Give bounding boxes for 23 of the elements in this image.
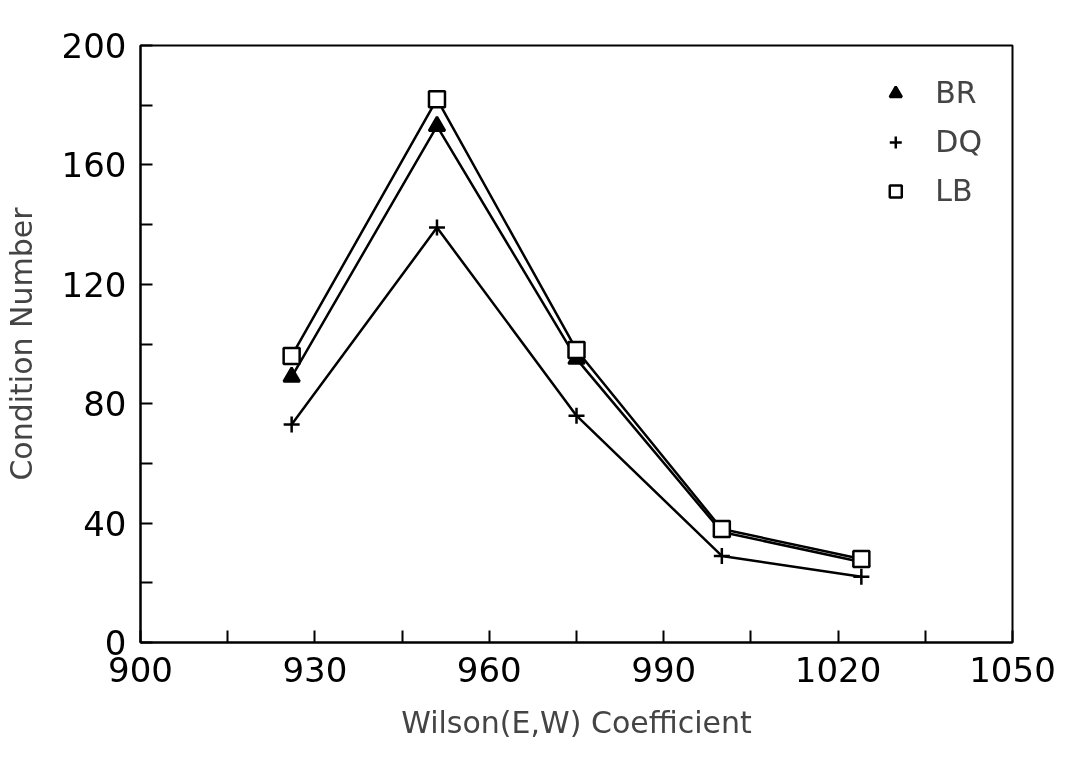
point [567,340,586,360]
point [282,415,301,434]
point [567,406,586,425]
y-tick-label: 120 [61,264,127,305]
y-tick-label: 80 [83,384,127,425]
y-tick-label: 160 [61,145,127,186]
point [427,89,447,109]
point [427,218,447,237]
legend-label: LB [935,173,973,208]
point [282,346,301,366]
x-tick-label: 1050 [969,649,1056,690]
point [852,567,871,587]
y-axis-title: Condition Number [3,206,39,481]
y-tick-label: 200 [61,26,127,66]
x-tick-label: 1020 [794,649,882,690]
y-tick-label: 40 [83,503,127,544]
x-tick-label: 930 [282,649,348,690]
legend-label: DQ [935,124,982,159]
point [712,546,732,566]
x-tick-label: 990 [631,649,697,690]
legend-label: BR [935,75,977,110]
x-axis-title: Wilson(E,W) Coefficient [401,704,753,740]
x-tick-label: 960 [456,649,522,690]
